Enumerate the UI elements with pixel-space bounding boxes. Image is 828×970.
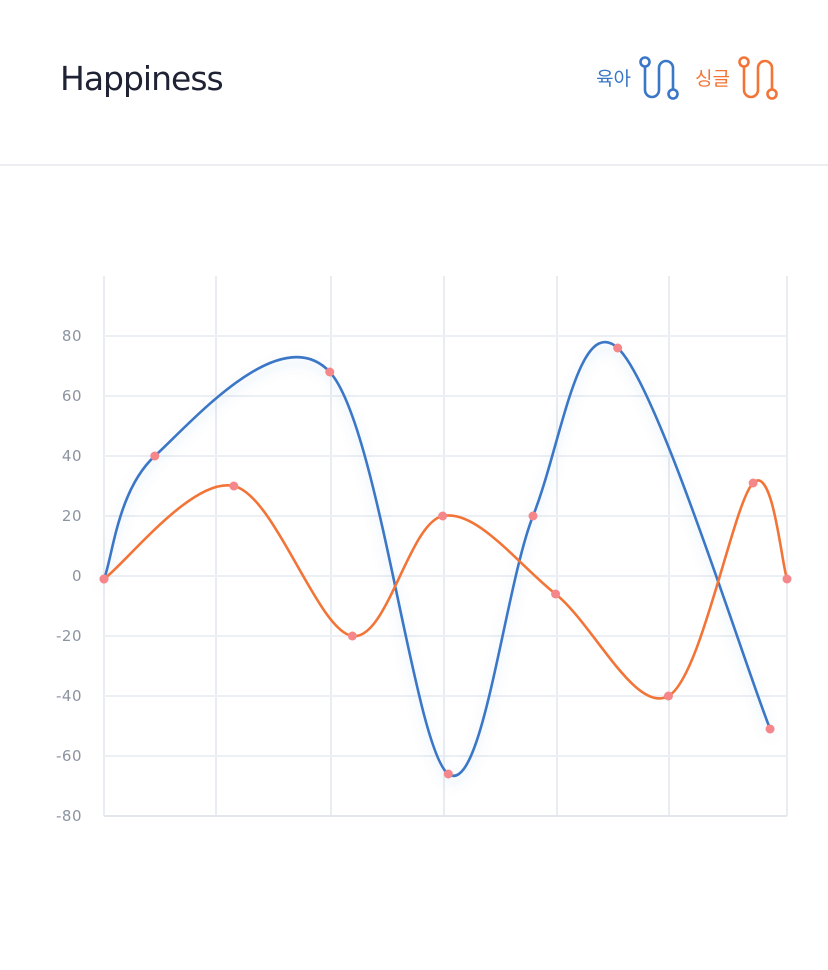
chart-series <box>102 340 789 778</box>
y-axis-ticks: 80 60 40 20 0 -20 -40 -60 -80 <box>56 327 82 825</box>
data-point-marker <box>325 367 335 377</box>
data-point-marker <box>150 451 160 461</box>
y-tick-label: 40 <box>62 447 82 465</box>
data-point-marker <box>438 511 448 521</box>
data-point-marker <box>782 574 792 584</box>
data-point-marker <box>347 631 357 641</box>
y-tick-label: -80 <box>56 807 82 825</box>
legend-item-parenting[interactable]: 육아 <box>596 56 681 102</box>
chart-legend: 육아 싱글 <box>582 56 780 102</box>
legend-label-parenting: 육아 <box>596 67 632 90</box>
data-point-marker <box>229 481 239 491</box>
data-point-marker <box>613 343 623 353</box>
data-point-marker <box>99 574 109 584</box>
y-tick-label: -60 <box>56 747 82 765</box>
route-icon <box>738 56 780 102</box>
series-line-single <box>102 479 789 700</box>
data-point-marker <box>443 769 453 779</box>
data-point-marker <box>663 691 673 701</box>
y-tick-label: -40 <box>56 687 82 705</box>
data-point-marker <box>551 589 561 599</box>
y-tick-label: -20 <box>56 627 82 645</box>
chart-grid <box>103 276 788 817</box>
y-tick-label: 0 <box>72 567 82 585</box>
legend-item-single[interactable]: 싱글 <box>695 56 780 102</box>
y-tick-label: 20 <box>62 507 82 525</box>
series-line-parenting <box>102 340 772 778</box>
data-point-marker <box>528 511 538 521</box>
data-point-marker <box>748 478 758 488</box>
y-tick-label: 80 <box>62 327 82 345</box>
legend-label-single: 싱글 <box>695 67 730 90</box>
chart-markers <box>99 343 792 779</box>
y-tick-label: 60 <box>62 387 82 405</box>
data-point-marker <box>765 724 775 734</box>
route-icon <box>639 56 681 102</box>
chart-title: Happiness <box>60 59 224 98</box>
chart-header: Happiness 육아 싱글 <box>0 0 828 166</box>
